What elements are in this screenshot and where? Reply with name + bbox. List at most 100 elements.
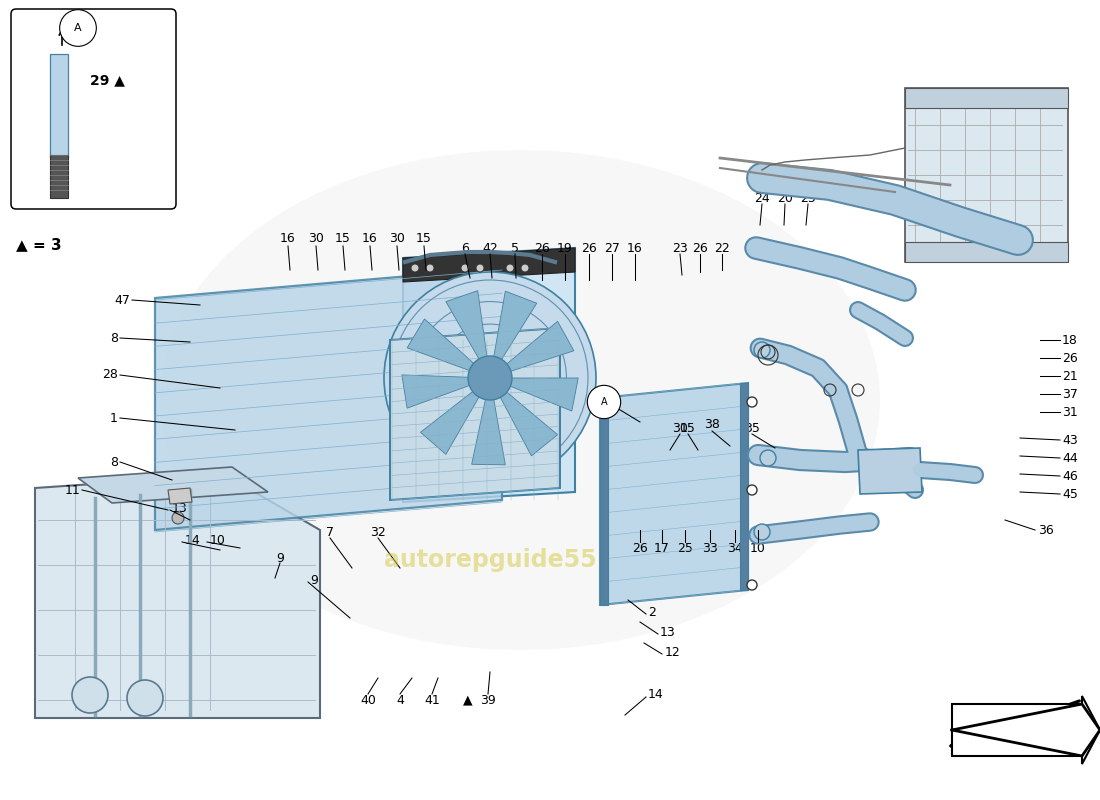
Text: 47: 47 xyxy=(114,294,130,306)
Polygon shape xyxy=(600,383,748,605)
Text: 9: 9 xyxy=(276,551,284,565)
Text: 21: 21 xyxy=(1062,370,1078,382)
Polygon shape xyxy=(78,467,268,503)
Text: 29 ▲: 29 ▲ xyxy=(90,73,125,87)
Text: 38: 38 xyxy=(704,418,719,431)
Circle shape xyxy=(747,397,757,407)
Polygon shape xyxy=(402,375,471,408)
Circle shape xyxy=(426,264,434,272)
Circle shape xyxy=(747,580,757,590)
Text: 10: 10 xyxy=(210,534,225,546)
Polygon shape xyxy=(420,390,480,454)
Text: 26: 26 xyxy=(632,542,648,554)
Circle shape xyxy=(754,524,770,540)
Text: 12: 12 xyxy=(666,646,681,658)
Text: ▲: ▲ xyxy=(463,694,473,706)
Text: 36: 36 xyxy=(1038,523,1054,537)
Text: 26: 26 xyxy=(692,242,708,254)
FancyBboxPatch shape xyxy=(11,9,176,209)
Text: 25: 25 xyxy=(678,542,693,554)
Text: 10: 10 xyxy=(750,542,766,554)
Polygon shape xyxy=(390,328,560,500)
Text: 34: 34 xyxy=(727,542,742,554)
Polygon shape xyxy=(403,248,575,282)
Circle shape xyxy=(411,264,419,272)
Text: 14: 14 xyxy=(185,534,200,546)
Polygon shape xyxy=(35,475,320,718)
Text: 16: 16 xyxy=(362,231,378,245)
Text: 27: 27 xyxy=(604,242,620,254)
Text: 30: 30 xyxy=(672,422,688,434)
Circle shape xyxy=(747,485,757,495)
Text: 13: 13 xyxy=(172,502,188,514)
Text: 46: 46 xyxy=(1062,470,1078,482)
Text: 30: 30 xyxy=(389,231,405,245)
Polygon shape xyxy=(905,88,1068,262)
Text: 45: 45 xyxy=(1062,487,1078,501)
Polygon shape xyxy=(407,319,475,371)
Text: 43: 43 xyxy=(1062,434,1078,446)
Text: A: A xyxy=(74,23,81,33)
Text: 28: 28 xyxy=(102,369,118,382)
Text: 24: 24 xyxy=(755,191,770,205)
Text: 5: 5 xyxy=(512,242,519,254)
Text: 41: 41 xyxy=(425,694,440,706)
Text: 22: 22 xyxy=(714,242,730,254)
Text: 30: 30 xyxy=(308,231,323,245)
Polygon shape xyxy=(952,696,1100,764)
Text: 9: 9 xyxy=(310,574,318,586)
Polygon shape xyxy=(508,378,579,411)
Circle shape xyxy=(476,264,484,272)
Text: 26: 26 xyxy=(581,242,597,254)
Polygon shape xyxy=(472,398,505,465)
Text: ▲: ▲ xyxy=(592,400,601,410)
Polygon shape xyxy=(905,88,1068,108)
Polygon shape xyxy=(740,383,748,590)
Text: 44: 44 xyxy=(1062,451,1078,465)
Text: 16: 16 xyxy=(280,231,296,245)
Text: 39: 39 xyxy=(480,694,496,706)
Circle shape xyxy=(760,450,775,466)
Polygon shape xyxy=(505,322,574,372)
Text: 42: 42 xyxy=(482,242,498,254)
Text: 26: 26 xyxy=(535,242,550,254)
Text: 37: 37 xyxy=(1062,387,1078,401)
Text: autorepguide55: autorepguide55 xyxy=(384,548,596,572)
Text: 18: 18 xyxy=(1062,334,1078,346)
Circle shape xyxy=(72,677,108,713)
Text: 33: 33 xyxy=(702,542,718,554)
Circle shape xyxy=(521,264,529,272)
Circle shape xyxy=(754,342,770,358)
Text: 14: 14 xyxy=(648,689,663,702)
Circle shape xyxy=(506,264,514,272)
Text: 40: 40 xyxy=(360,694,376,706)
Text: 6: 6 xyxy=(461,242,469,254)
Circle shape xyxy=(384,272,596,484)
Circle shape xyxy=(461,264,469,272)
Polygon shape xyxy=(50,155,68,198)
Text: 35: 35 xyxy=(744,422,760,434)
Polygon shape xyxy=(905,242,1068,262)
Text: 15: 15 xyxy=(680,422,696,434)
Text: 20: 20 xyxy=(777,191,793,205)
Text: 11: 11 xyxy=(64,483,80,497)
Text: 13: 13 xyxy=(660,626,675,638)
Polygon shape xyxy=(494,291,537,361)
Text: 15: 15 xyxy=(416,231,432,245)
Polygon shape xyxy=(168,488,192,504)
Polygon shape xyxy=(50,54,68,158)
Text: A: A xyxy=(601,397,607,407)
Text: 1: 1 xyxy=(110,411,118,425)
Circle shape xyxy=(172,512,184,524)
Text: 26: 26 xyxy=(1062,351,1078,365)
Text: 7: 7 xyxy=(326,526,334,538)
Circle shape xyxy=(468,356,512,400)
Text: 2: 2 xyxy=(648,606,656,618)
Text: ▲ = 3: ▲ = 3 xyxy=(16,238,62,253)
Text: 4: 4 xyxy=(396,694,404,706)
Polygon shape xyxy=(155,268,502,530)
Ellipse shape xyxy=(160,150,880,650)
Polygon shape xyxy=(858,448,922,494)
Text: 8: 8 xyxy=(110,455,118,469)
Circle shape xyxy=(126,680,163,716)
